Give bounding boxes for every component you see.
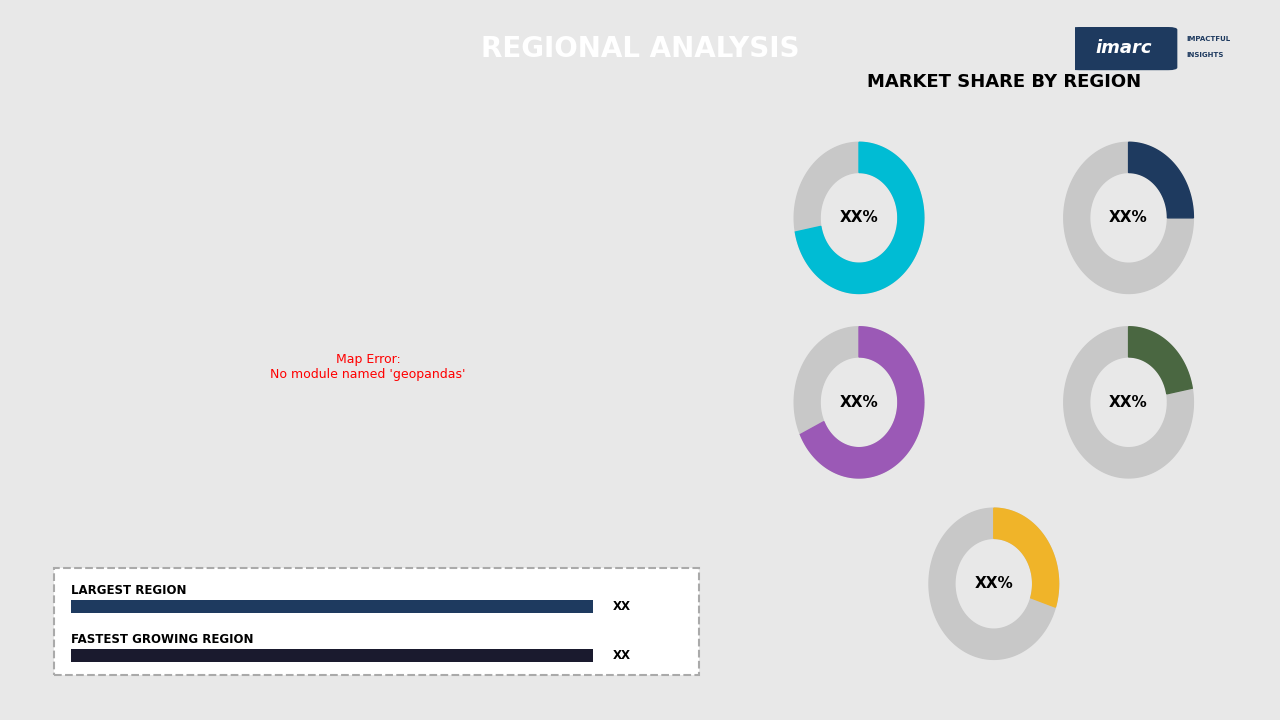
Text: REGIONAL ANALYSIS: REGIONAL ANALYSIS — [481, 35, 799, 63]
Text: XX%: XX% — [1110, 395, 1148, 410]
Text: MARKET SHARE BY REGION: MARKET SHARE BY REGION — [867, 73, 1142, 91]
Text: XX: XX — [613, 649, 631, 662]
Text: FASTEST GROWING REGION: FASTEST GROWING REGION — [70, 634, 253, 647]
Polygon shape — [1129, 327, 1192, 394]
FancyBboxPatch shape — [1070, 27, 1178, 71]
Text: imarc: imarc — [1096, 38, 1152, 56]
Text: XX: XX — [613, 600, 631, 613]
Bar — [70, 600, 593, 613]
Text: INSIGHTS: INSIGHTS — [1187, 52, 1224, 58]
Bar — [70, 649, 593, 662]
FancyBboxPatch shape — [55, 567, 699, 675]
Polygon shape — [794, 327, 924, 478]
Polygon shape — [1064, 327, 1193, 478]
Polygon shape — [794, 143, 924, 294]
Text: XX%: XX% — [840, 395, 878, 410]
Text: Map Error:
No module named 'geopandas': Map Error: No module named 'geopandas' — [270, 354, 466, 381]
Text: XX%: XX% — [974, 576, 1014, 591]
Text: XX%: XX% — [1110, 210, 1148, 225]
Polygon shape — [1064, 143, 1193, 294]
Polygon shape — [993, 508, 1059, 607]
Text: LARGEST REGION: LARGEST REGION — [70, 585, 187, 598]
Polygon shape — [795, 143, 924, 294]
Polygon shape — [1129, 143, 1193, 218]
Text: IMPACTFUL: IMPACTFUL — [1187, 36, 1230, 42]
Polygon shape — [929, 508, 1059, 660]
Text: XX%: XX% — [840, 210, 878, 225]
Polygon shape — [800, 327, 924, 478]
